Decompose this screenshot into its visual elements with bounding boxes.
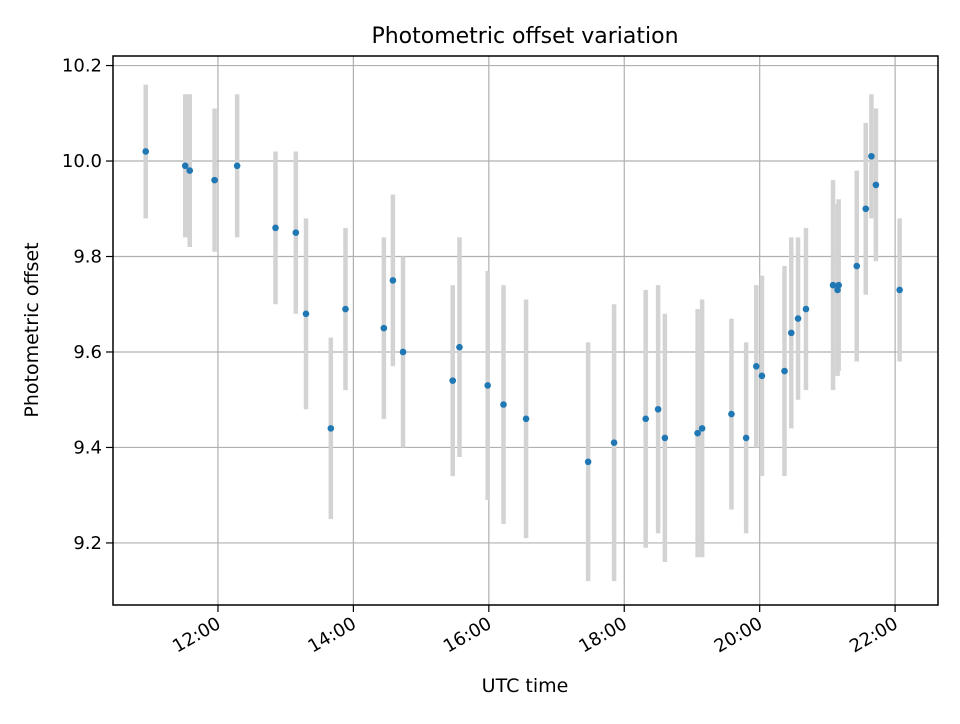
data-point (661, 434, 669, 442)
data-point (896, 286, 903, 294)
y-tick-label: 9.4 (73, 437, 102, 458)
chart-title: Photometric offset variation (371, 24, 678, 49)
data-point (853, 262, 861, 270)
data-point (522, 415, 530, 423)
data-point (342, 305, 349, 313)
data-point (211, 176, 218, 184)
data-point (610, 439, 618, 446)
data-point (829, 281, 837, 289)
data-point (752, 363, 760, 370)
data-point (584, 458, 592, 466)
data-point (399, 348, 407, 356)
y-tick-label: 10.2 (62, 56, 102, 77)
x-tick-label: 20:00 (711, 613, 766, 657)
y-tick-label: 9.6 (73, 342, 102, 363)
data-point (781, 367, 788, 375)
data-point (742, 434, 750, 442)
x-tick-label: 22:00 (846, 613, 901, 657)
data-point (186, 167, 194, 174)
data-point (794, 315, 802, 322)
data-point (380, 324, 388, 332)
data-point (484, 382, 491, 389)
data-point (142, 148, 150, 155)
data-point (302, 310, 310, 318)
y-tick-label: 10.0 (62, 151, 102, 172)
data-point (802, 305, 810, 313)
data-point (500, 401, 507, 408)
data-point (272, 224, 279, 232)
x-axis-label: UTC time (482, 675, 569, 697)
data-point (642, 415, 649, 423)
x-tick-label: 14:00 (304, 613, 359, 657)
x-tick-label: 16:00 (440, 613, 495, 657)
data-point (456, 343, 463, 351)
data-point (835, 281, 842, 289)
errorbar-layer (143, 84, 902, 582)
x-tick-label: 18:00 (575, 613, 630, 657)
data-point (862, 205, 870, 213)
data-point (787, 329, 795, 337)
data-point (872, 181, 880, 189)
x-tick-label: 12:00 (169, 613, 224, 657)
data-point (181, 162, 189, 170)
point-layer (142, 148, 903, 466)
data-point (758, 372, 766, 380)
data-point (868, 152, 875, 160)
data-point (654, 405, 662, 413)
data-point (233, 162, 241, 170)
data-point (327, 425, 335, 432)
plot-frame (112, 55, 939, 606)
y-tick-label: 9.8 (73, 247, 102, 268)
data-point (694, 429, 701, 437)
y-tick-label: 9.2 (73, 533, 102, 554)
y-axis-label: Photometric offset (21, 242, 43, 417)
data-point (389, 277, 397, 284)
data-point (292, 229, 300, 236)
data-point (728, 410, 735, 418)
data-point (698, 425, 706, 432)
data-point (449, 377, 457, 384)
